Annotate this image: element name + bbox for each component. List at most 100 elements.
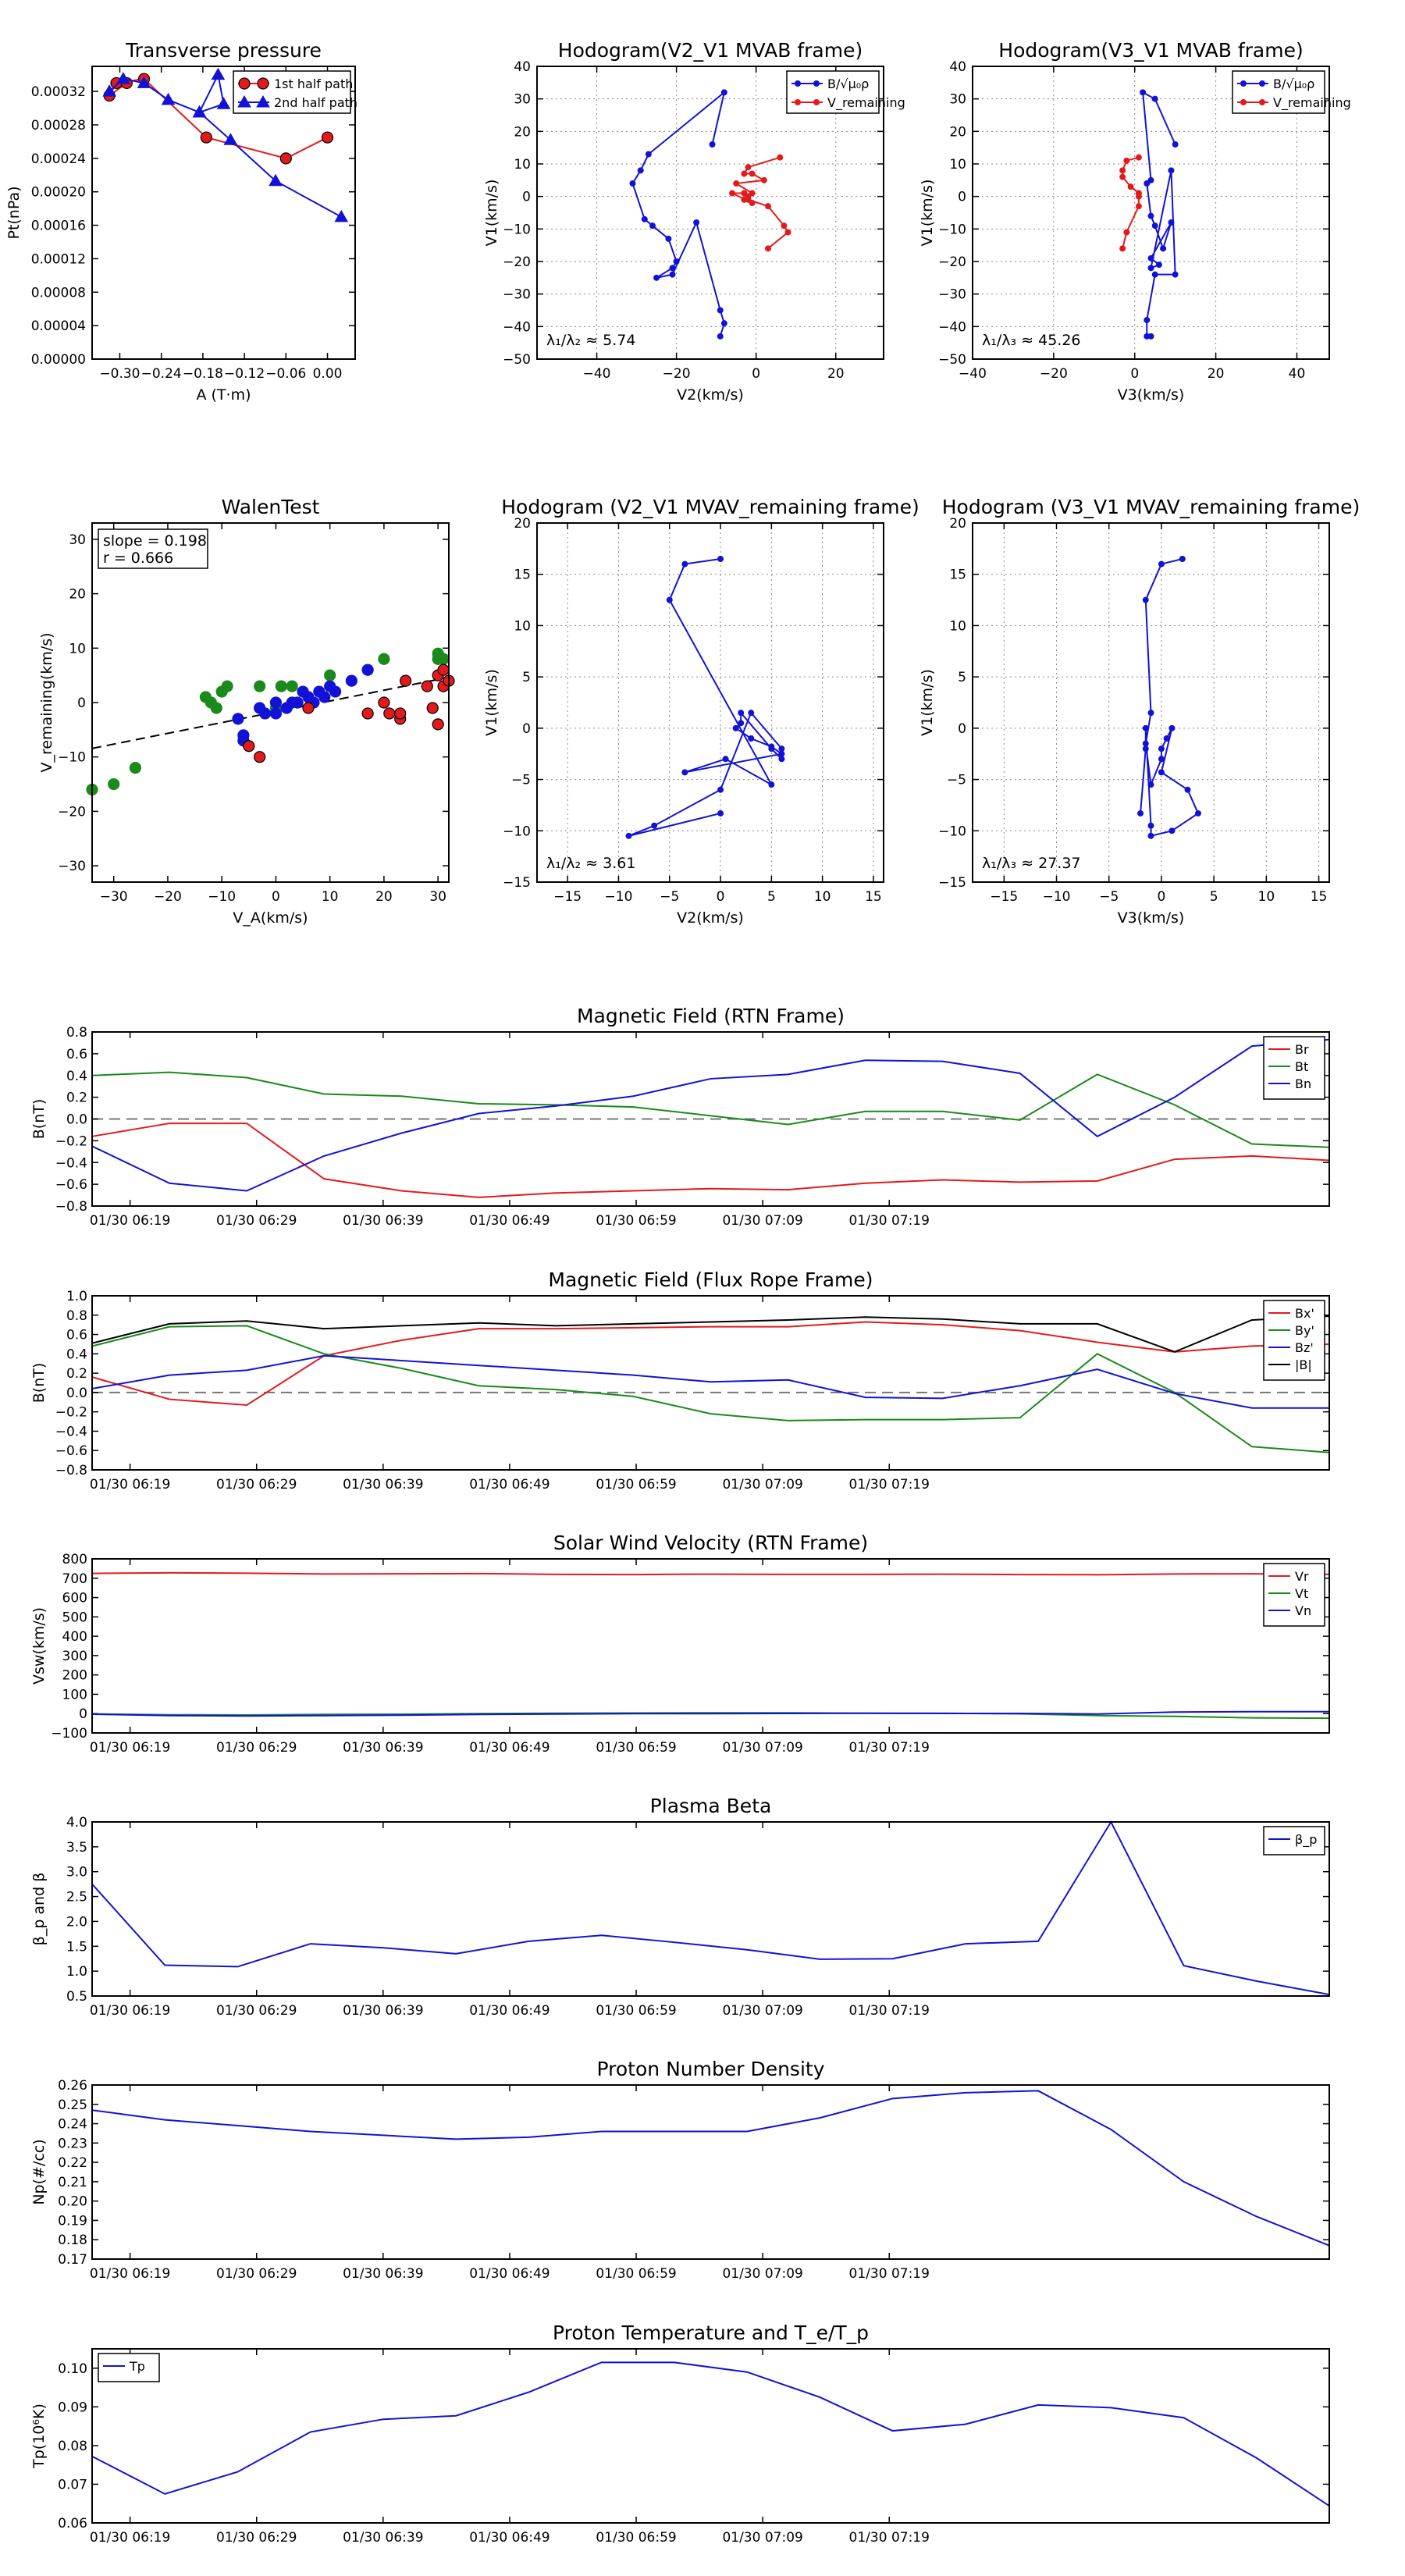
y-tick-label: 0.2 <box>66 1091 87 1106</box>
legend-frame <box>1263 1826 1325 1856</box>
y-tick-label: −30 <box>503 287 531 303</box>
data-point <box>629 180 636 187</box>
x-tick-label: 01/30 06:29 <box>216 2530 297 2546</box>
y-tick-label: 0 <box>958 721 966 737</box>
x-tick-label: 01/30 06:59 <box>596 1213 676 1229</box>
y-tick-label: −15 <box>938 875 966 891</box>
data-point <box>637 167 644 174</box>
series-line <box>1140 558 1200 838</box>
y-tick-label: 20 <box>949 124 966 140</box>
data-point <box>778 750 785 757</box>
y-tick-label: 0.20 <box>58 2194 87 2210</box>
legend-label: By' <box>1295 1323 1314 1338</box>
y-tick-label: 20 <box>514 124 531 140</box>
x-tick-label: 01/30 06:19 <box>90 1477 170 1493</box>
y-axis-label: B(nT) <box>30 1099 48 1140</box>
plot-frame <box>972 522 1330 883</box>
x-tick-label: 01/30 06:39 <box>343 1740 423 1756</box>
y-tick-label: 5 <box>958 670 966 685</box>
y-tick-label: −100 <box>51 1726 87 1742</box>
y-tick-label: −10 <box>503 824 531 839</box>
panel-proton-temperature: 01/30 06:19 01/30 06:29 01/30 06:39 01/30 0… <box>30 2322 1330 2546</box>
x-tick-label: 01/30 06:59 <box>596 2003 676 2019</box>
legend-label: Vt <box>1295 1586 1308 1601</box>
y-tick-label: −30 <box>58 859 86 874</box>
x-tick-label: −10 <box>208 889 236 905</box>
plot-frame <box>91 1821 1330 1997</box>
series--b- <box>91 1315 1330 1353</box>
data-point <box>717 307 724 314</box>
panel-title: Transverse pressure <box>125 39 322 62</box>
y-tick-label: 20 <box>69 587 86 603</box>
x-tick-label: 01/30 07:09 <box>722 2003 802 2019</box>
y-tick-label: 0.22 <box>58 2155 87 2171</box>
data-point <box>221 680 233 692</box>
y-tick-label: 1.5 <box>66 1939 87 1955</box>
x-tick-label: 01/30 06:29 <box>216 2003 297 2019</box>
legend: 1st half path 2nd half path <box>233 70 357 114</box>
y-tick-label: 40 <box>949 59 966 75</box>
legend: B/√μ₀ρ V_remaining <box>786 70 905 114</box>
data-point <box>1158 756 1165 763</box>
x-tick-label: 01/30 06:29 <box>216 1740 297 1756</box>
panel-title: WalenTest <box>222 496 320 518</box>
y-tick-label: 3.0 <box>66 1865 87 1880</box>
series-2nd-half-path <box>102 67 349 222</box>
series-bx- <box>91 1321 1330 1407</box>
data-point <box>1142 745 1149 753</box>
data-point <box>749 190 756 197</box>
data-point <box>211 67 226 80</box>
data-point <box>1119 245 1126 252</box>
y-tick-label: 0.2 <box>66 1366 87 1382</box>
y-tick-label: 4.0 <box>66 1815 87 1831</box>
x-tick-label: 0.00 <box>313 366 343 382</box>
data-point <box>275 680 287 692</box>
y-tick-label: 10 <box>514 157 531 173</box>
legend: Br Bt Bn <box>1263 1036 1325 1100</box>
y-tick-label: −10 <box>58 750 86 766</box>
panel-title: Hodogram(V3_V1 MVAB frame) <box>998 39 1303 62</box>
y-axis-label: B(nT) <box>30 1363 48 1404</box>
y-axis-label: V_remaining(km/s) <box>38 632 55 772</box>
legend-marker <box>1240 99 1247 105</box>
data-point <box>666 596 673 603</box>
data-point <box>1147 822 1154 829</box>
panel-title: Hodogram(V2_V1 MVAB frame) <box>558 39 863 62</box>
y-tick-label: −0.6 <box>55 1443 87 1459</box>
data-point <box>673 258 680 265</box>
panel-transverse-pressure: −0.30 −0.24 −0.18 −0.12 −0.06 0.00 0.00000 0.00… <box>5 39 357 404</box>
y-tick-label: 300 <box>62 1649 87 1664</box>
x-tick-label: 01/30 07:19 <box>849 2530 930 2546</box>
data-point <box>129 762 141 774</box>
data-point <box>279 152 292 165</box>
legend-marker <box>813 80 820 87</box>
y-tick-label: −20 <box>58 804 86 820</box>
y-tick-label: −40 <box>938 319 966 335</box>
x-tick-label: −40 <box>959 366 987 382</box>
legend-label: |B| <box>1295 1357 1312 1372</box>
data-point <box>1142 596 1149 603</box>
series-b- <box>1140 89 1179 340</box>
x-tick-label: 10 <box>1258 889 1275 905</box>
legend-marker <box>795 99 801 105</box>
series-line <box>1122 156 1140 249</box>
data-point <box>1137 809 1144 817</box>
y-tick-label: 0.00024 <box>31 151 86 167</box>
y-tick-label: 0.4 <box>66 1069 87 1084</box>
series-red <box>243 664 455 763</box>
y-axis-label: V1(km/s) <box>919 669 936 736</box>
legend: Vr Vt Vn <box>1263 1563 1325 1627</box>
plot-frame <box>972 66 1330 360</box>
series-v-remaining <box>1119 154 1142 252</box>
y-tick-label: 0 <box>522 190 531 205</box>
x-axis-label: A (T·m) <box>196 386 251 404</box>
x-tick-label: 20 <box>375 889 393 905</box>
x-tick-label: −20 <box>1040 366 1068 382</box>
x-tick-label: −5 <box>1099 889 1119 905</box>
data-point <box>324 669 336 681</box>
data-point <box>321 131 334 144</box>
series-line <box>628 558 784 837</box>
y-axis-label: V1(km/s) <box>483 669 500 736</box>
y-tick-label: 0.6 <box>66 1328 87 1343</box>
